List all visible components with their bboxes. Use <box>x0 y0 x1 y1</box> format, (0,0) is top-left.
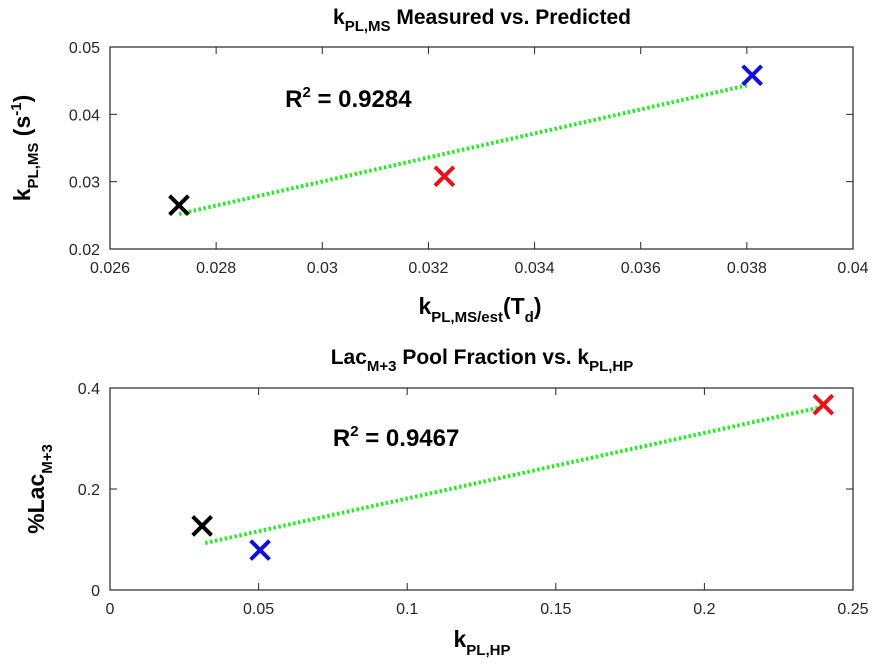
x-tick-label: 0.15 <box>540 601 571 618</box>
y-tick-label: 0.02 <box>69 242 100 259</box>
y-tick-label: 0.05 <box>69 40 100 57</box>
chart-2-title: LacM+3 Pool Fraction vs. kPL,HP <box>331 346 634 375</box>
x-tick-label: 0.036 <box>621 260 661 277</box>
chart-2-points <box>191 393 835 561</box>
x-tick-label: 0.03 <box>307 260 338 277</box>
x-tick-label: 0 <box>106 601 115 618</box>
chart-2-r-squared: R2 = 0.9467 <box>333 423 459 452</box>
y-tick-label: 0.4 <box>78 381 100 398</box>
x-tick-label: 0.028 <box>196 260 236 277</box>
chart-2-y-ticks: 0 0.2 0.4 <box>78 381 853 600</box>
fit-line <box>178 83 748 216</box>
chart-2-axes-box <box>109 387 854 591</box>
y-tick-label: 0.03 <box>69 175 100 192</box>
data-point <box>812 393 835 416</box>
x-tick-label: 0.2 <box>693 601 715 618</box>
x-tick-label: 0.25 <box>837 601 868 618</box>
chart-1-points <box>168 64 763 217</box>
chart-1-y-ticks: 0.02 0.03 0.04 0.05 <box>69 40 853 259</box>
data-point <box>433 165 456 188</box>
chart-2-x-label: kPL,HP <box>454 626 511 659</box>
y-tick-label: 0 <box>91 583 100 600</box>
x-tick-label: 0.05 <box>243 601 274 618</box>
x-tick-label: 0.034 <box>515 260 555 277</box>
fit-line <box>204 404 824 545</box>
chart-1-y-label: kPL,MS (s-1) <box>8 95 42 202</box>
x-tick-label: 0.026 <box>90 260 130 277</box>
y-tick-label: 0.04 <box>69 107 100 124</box>
x-tick-label: 0.032 <box>408 260 448 277</box>
chart-1-x-label: kPL,MS/est(Td) <box>418 293 541 326</box>
data-point <box>741 64 763 87</box>
chart-1-title: kPL,MS Measured vs. Predicted <box>333 6 631 35</box>
chart-1-fit-line <box>178 83 748 216</box>
chart-1-x-ticks: 0.026 0.028 0.03 0.032 0.034 0.036 0.038 0.04 <box>90 47 869 277</box>
data-point <box>191 515 213 537</box>
y-tick-label: 0.2 <box>78 482 100 499</box>
chart-2-y-label: %LacM+3 <box>23 444 56 534</box>
chart-2-x-ticks: 0 0.05 0.1 0.15 0.2 0.25 <box>106 388 869 618</box>
chart-1-r-squared: R2 = 0.9284 <box>285 84 412 113</box>
x-tick-label: 0.038 <box>727 260 767 277</box>
data-point <box>168 194 190 217</box>
x-tick-label: 0.1 <box>396 601 418 618</box>
chart-panel-2: LacM+3 Pool Fraction vs. kPL,HP 0 0.05 0.1… <box>23 346 869 659</box>
chart-1-axes-box <box>109 46 854 250</box>
x-tick-label: 0.04 <box>837 260 868 277</box>
chart-2-fit-line <box>204 404 824 545</box>
chart-panel-1: kPL,MS Measured vs. Predicted 0.026 0.028… <box>8 6 869 326</box>
data-point <box>249 539 271 561</box>
